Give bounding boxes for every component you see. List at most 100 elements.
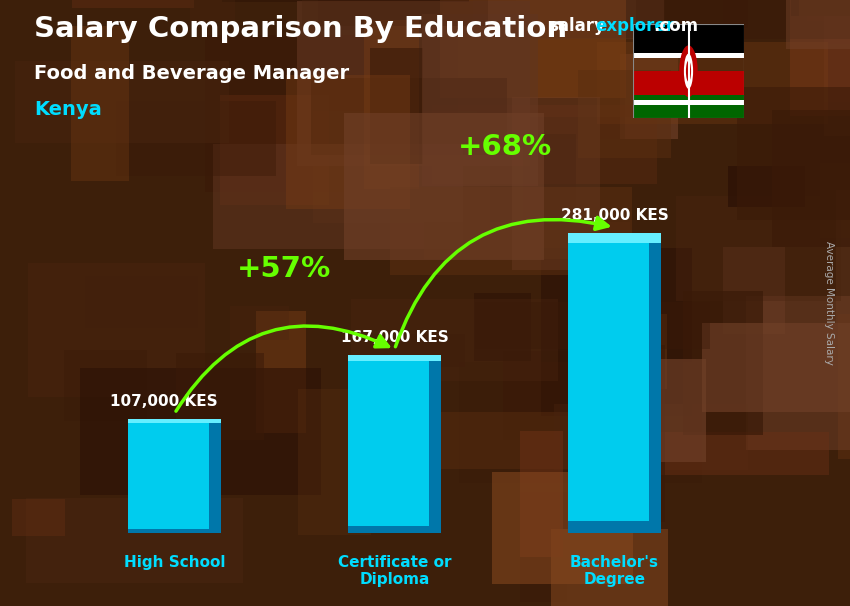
- Bar: [491, 471, 633, 584]
- Bar: [824, 0, 850, 136]
- Bar: [786, 0, 850, 49]
- Text: 167,000 KES: 167,000 KES: [341, 330, 449, 345]
- Bar: [502, 351, 665, 439]
- Bar: [473, 0, 664, 39]
- Bar: [633, 95, 744, 118]
- Text: Bachelor's
Degree: Bachelor's Degree: [570, 554, 659, 587]
- Ellipse shape: [679, 45, 698, 97]
- Bar: [428, 355, 440, 533]
- Bar: [348, 355, 440, 361]
- Bar: [824, 44, 850, 102]
- Text: 281,000 KES: 281,000 KES: [561, 208, 668, 223]
- Text: Food and Beverage Manager: Food and Beverage Manager: [34, 64, 349, 82]
- Text: Average Monthly Salary: Average Monthly Salary: [824, 241, 834, 365]
- Bar: [26, 499, 243, 584]
- Bar: [807, 0, 850, 21]
- Bar: [72, 0, 194, 8]
- Bar: [524, 134, 575, 221]
- Bar: [440, 0, 626, 98]
- Bar: [569, 233, 660, 533]
- Bar: [364, 20, 419, 189]
- Bar: [633, 24, 744, 56]
- Bar: [424, 222, 630, 259]
- Text: salary: salary: [548, 17, 605, 35]
- Bar: [570, 314, 667, 388]
- Bar: [220, 95, 329, 204]
- Bar: [633, 53, 744, 58]
- Bar: [512, 97, 600, 270]
- Bar: [344, 113, 544, 260]
- Bar: [116, 101, 276, 176]
- Bar: [790, 0, 850, 116]
- Text: +57%: +57%: [237, 255, 332, 283]
- Bar: [554, 404, 748, 470]
- Bar: [354, 390, 422, 471]
- Bar: [176, 353, 264, 440]
- Bar: [579, 359, 706, 462]
- Bar: [722, 247, 785, 334]
- Text: .com: .com: [653, 17, 698, 35]
- Bar: [737, 87, 850, 221]
- Text: Certificate or
Diploma: Certificate or Diploma: [337, 554, 451, 587]
- Bar: [389, 187, 632, 275]
- Text: Kenya: Kenya: [34, 100, 102, 119]
- Bar: [302, 0, 488, 26]
- Bar: [298, 390, 371, 535]
- Bar: [459, 362, 702, 483]
- Bar: [348, 355, 440, 533]
- Bar: [683, 291, 763, 435]
- Bar: [723, 0, 850, 39]
- Bar: [520, 431, 564, 556]
- Bar: [702, 323, 850, 412]
- Bar: [80, 368, 321, 495]
- Bar: [435, 412, 615, 469]
- Bar: [371, 47, 423, 164]
- Bar: [578, 70, 671, 158]
- Bar: [633, 100, 744, 105]
- Bar: [820, 163, 850, 238]
- Bar: [190, 0, 235, 22]
- Text: explorer: explorer: [595, 17, 674, 35]
- Bar: [128, 528, 221, 533]
- Bar: [348, 526, 440, 533]
- Bar: [636, 0, 748, 28]
- Bar: [297, 1, 530, 166]
- Bar: [541, 248, 692, 416]
- Bar: [85, 276, 198, 328]
- Bar: [520, 492, 567, 602]
- Bar: [422, 14, 538, 186]
- Bar: [71, 27, 129, 181]
- Bar: [432, 105, 657, 184]
- Text: Salary Comparison By Education: Salary Comparison By Education: [34, 15, 567, 43]
- Bar: [128, 419, 221, 533]
- Bar: [212, 144, 463, 248]
- Bar: [474, 293, 530, 361]
- Bar: [64, 350, 147, 421]
- Bar: [477, 29, 625, 139]
- Bar: [654, 432, 830, 475]
- Bar: [772, 110, 850, 247]
- Bar: [676, 196, 841, 301]
- Bar: [128, 419, 221, 423]
- Bar: [474, 302, 710, 349]
- Bar: [791, 0, 850, 16]
- Bar: [569, 521, 660, 533]
- Bar: [12, 499, 65, 536]
- Text: +68%: +68%: [457, 133, 552, 161]
- Bar: [209, 419, 221, 533]
- Bar: [597, 42, 828, 124]
- Bar: [836, 190, 850, 323]
- Ellipse shape: [686, 61, 691, 82]
- Text: High School: High School: [124, 554, 225, 570]
- Bar: [551, 529, 668, 605]
- Bar: [799, 0, 850, 16]
- Bar: [286, 75, 411, 208]
- Bar: [633, 72, 744, 102]
- Bar: [319, 0, 517, 30]
- Bar: [14, 61, 229, 144]
- Bar: [595, 345, 666, 522]
- Ellipse shape: [684, 53, 693, 89]
- Bar: [745, 296, 850, 450]
- Bar: [28, 264, 206, 397]
- Bar: [569, 233, 660, 243]
